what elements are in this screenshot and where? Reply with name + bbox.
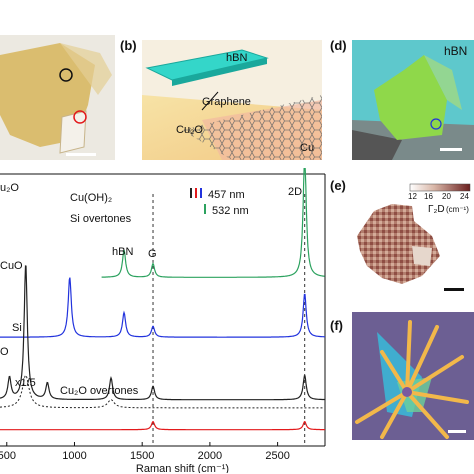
scale-bar — [444, 288, 464, 291]
legend-swatch-red — [195, 188, 197, 198]
panel-a-flake — [0, 43, 112, 156]
series-line-3 — [0, 421, 325, 431]
panel-d-hbn-label: hBN — [444, 44, 468, 58]
colorbar-tick-0: 12 — [408, 192, 417, 201]
scale-bar — [448, 430, 466, 433]
legend-label-532: 532 nm — [212, 205, 249, 217]
panel-e-image — [352, 176, 474, 298]
series-line-1 — [0, 277, 325, 338]
scale-bar — [66, 153, 96, 156]
black-circle-marker — [59, 68, 73, 82]
x-tick-label-1: 1000 — [62, 450, 86, 462]
series-line-0 — [101, 168, 325, 278]
colorbar-tick-2: 20 — [442, 192, 451, 201]
x-tick-label-4: 2500 — [265, 450, 289, 462]
red-circle-marker — [73, 110, 87, 124]
x-tick-label-0: 500 — [0, 450, 16, 462]
panel-b-schematic — [142, 40, 322, 160]
annotation-cuo: CuO — [0, 260, 23, 272]
x-axis-label: Raman shift (cm⁻¹) — [136, 463, 229, 473]
annotation-cuoh2: Cu(OH)₂ — [70, 192, 113, 204]
legend-entry-532: 532 nm — [204, 204, 249, 217]
annotation-o-left: O — [0, 346, 9, 358]
colorbar-title: Γ₂D — [428, 204, 445, 215]
schematic-hbn-label: hBN — [226, 52, 248, 64]
legend-swatch-green — [204, 204, 206, 214]
schematic-cu2o-label: Cu₂O — [176, 124, 203, 136]
panel-e-map — [357, 183, 471, 291]
legend-swatch-blue — [200, 188, 202, 198]
annotation-cu2o-overtones: Cu₂O overtones — [60, 385, 139, 397]
x-tick-label-2: 1500 — [130, 450, 154, 462]
x-tick-label-3: 2000 — [198, 450, 222, 462]
panel-d-map — [352, 40, 474, 160]
annotation-g: G — [148, 248, 157, 260]
raman-spectrum-plot: 500 1000 1500 2000 2500 Raman shift (cm⁻¹) — [0, 168, 326, 473]
legend-entry-457: 457 nm — [190, 188, 245, 201]
legend-swatch-black — [190, 188, 192, 198]
schematic-cu-label: Cu — [300, 142, 315, 154]
annotation-2d: 2D — [288, 186, 303, 198]
panel-e-label: (e) — [330, 178, 346, 193]
colorbar-unit: (cm⁻¹) — [446, 205, 469, 214]
schematic-drawing — [142, 40, 322, 160]
annotation-cu2o-top: u₂O — [0, 182, 19, 194]
panel-f-label: (f) — [330, 318, 343, 333]
series-line-scaled — [0, 374, 325, 409]
legend-label-457: 457 nm — [208, 189, 245, 201]
annotation-si: Si — [12, 322, 22, 334]
panel-f-image — [352, 312, 474, 440]
panel-d-label: (d) — [330, 38, 347, 53]
panel-d-image — [352, 40, 474, 160]
annotation-hbn: hBN — [112, 246, 134, 258]
series-line-2 — [0, 265, 325, 401]
panel-f-device — [352, 312, 474, 440]
schematic-graphene-label: Graphene — [202, 96, 251, 108]
colorbar-tick-3: 24 — [460, 192, 469, 201]
panel-b-label: (b) — [120, 38, 137, 53]
panel-a-image — [0, 35, 115, 160]
colorbar-tick-1: 16 — [424, 192, 433, 201]
blue-circle-marker — [430, 118, 442, 130]
annotation-si-overtones: Si overtones — [70, 213, 132, 225]
scale-bar — [440, 148, 462, 151]
colorbar — [409, 183, 471, 192]
annotation-x15: x1/5 — [15, 377, 36, 389]
